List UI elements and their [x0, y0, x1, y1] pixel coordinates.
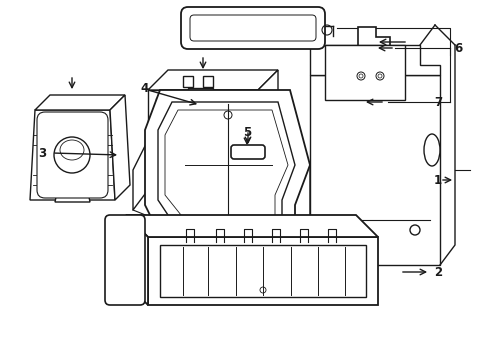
Bar [187, 88, 213, 98]
Bar [364, 77, 370, 85]
Ellipse shape [358, 74, 362, 78]
Ellipse shape [423, 134, 439, 166]
Ellipse shape [409, 225, 419, 235]
Polygon shape [203, 76, 213, 87]
FancyBboxPatch shape [37, 112, 108, 198]
Polygon shape [309, 45, 439, 75]
Bar [384, 77, 390, 85]
Text: 2: 2 [433, 266, 441, 279]
Ellipse shape [377, 74, 381, 78]
Polygon shape [183, 76, 193, 87]
Polygon shape [145, 90, 309, 245]
Polygon shape [55, 192, 90, 202]
Bar [156, 98, 249, 182]
Polygon shape [35, 95, 125, 110]
Polygon shape [30, 110, 115, 200]
Bar [325, 45, 404, 100]
FancyBboxPatch shape [181, 7, 325, 49]
Text: 7: 7 [433, 95, 441, 108]
Polygon shape [148, 90, 258, 190]
Polygon shape [349, 64, 395, 87]
Polygon shape [148, 237, 377, 305]
Polygon shape [158, 102, 294, 230]
Text: 6: 6 [453, 41, 461, 54]
Polygon shape [148, 70, 278, 90]
Polygon shape [126, 215, 148, 305]
Polygon shape [349, 87, 395, 102]
Polygon shape [357, 27, 389, 62]
Polygon shape [110, 95, 130, 200]
FancyBboxPatch shape [105, 215, 145, 305]
Polygon shape [258, 70, 278, 190]
Text: 4: 4 [141, 81, 149, 95]
Polygon shape [126, 215, 377, 237]
FancyBboxPatch shape [230, 145, 264, 159]
Text: 5: 5 [243, 126, 251, 139]
Ellipse shape [54, 137, 90, 173]
Polygon shape [309, 75, 439, 265]
Text: 1: 1 [433, 174, 441, 186]
Ellipse shape [60, 140, 84, 160]
Bar [160, 245, 365, 297]
Polygon shape [164, 110, 287, 220]
Text: 3: 3 [38, 147, 46, 159]
